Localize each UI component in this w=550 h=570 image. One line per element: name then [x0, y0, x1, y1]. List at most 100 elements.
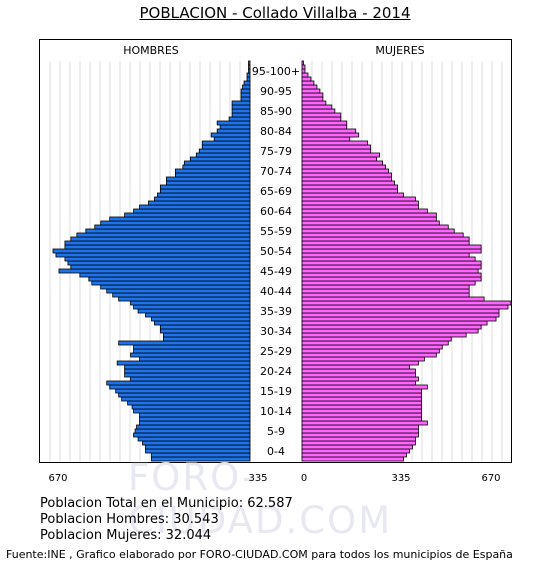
bar-mujeres — [301, 256, 476, 262]
bar-hombres — [163, 332, 251, 338]
age-label: 35-39 — [260, 305, 292, 318]
x-tick-label: 0 — [300, 473, 308, 484]
chart-title: POBLACION - Collado Villalba - 2014 — [139, 4, 411, 22]
bar-mujeres — [301, 236, 470, 242]
bar-mujeres — [301, 300, 512, 306]
bar-hombres — [242, 84, 251, 90]
bar-mujeres — [301, 84, 318, 90]
bar-mujeres — [301, 396, 422, 402]
chart-area: 0-4 5-9 10-14 15-19 20-24 25-29 30-34 35-39 40-4… — [39, 39, 512, 542]
bar-mujeres — [301, 288, 470, 294]
bar-mujeres — [301, 356, 425, 362]
age-label: 95-100+ — [252, 65, 300, 78]
bar-mujeres — [301, 296, 485, 302]
age-labels: 0-4 5-9 10-14 15-19 20-24 25-29 30-34 35-39 40-4… — [252, 65, 300, 458]
bar-mujeres — [301, 352, 437, 358]
bar-hombres — [246, 76, 251, 82]
bar-hombres — [64, 256, 251, 262]
bar-hombres — [182, 164, 251, 170]
bar-mujeres — [301, 60, 304, 66]
bar-hombres — [174, 172, 251, 178]
bar-hombres — [139, 204, 251, 210]
bar-mujeres — [301, 284, 470, 290]
bar-hombres — [130, 376, 251, 382]
stat-mujeres: Poblacion Mujeres: 32.044 — [40, 528, 212, 543]
bar-hombres — [157, 192, 251, 198]
bar-hombres — [154, 196, 251, 202]
bar-hombres — [231, 112, 251, 118]
bar-mujeres — [301, 180, 395, 186]
age-label: 15-19 — [260, 385, 292, 398]
age-label: 5-9 — [267, 425, 285, 438]
bar-hombres — [145, 312, 251, 318]
bar-mujeres — [301, 392, 422, 398]
bar-hombres — [79, 272, 251, 278]
bar-hombres — [145, 448, 251, 454]
bar-mujeres — [301, 64, 306, 70]
bar-hombres — [58, 268, 251, 274]
bar-hombres — [134, 428, 251, 434]
bar-hombres — [198, 148, 251, 154]
bar-hombres — [118, 340, 251, 346]
bar-hombres — [151, 316, 251, 322]
bar-hombres — [131, 404, 251, 410]
age-label: 10-14 — [260, 405, 292, 418]
bar-hombres — [228, 116, 251, 122]
bar-mujeres — [301, 404, 422, 410]
bar-hombres — [121, 396, 251, 402]
bar-hombres — [163, 336, 251, 342]
bar-mujeres — [301, 320, 488, 326]
hombres-bars — [52, 60, 251, 462]
bar-mujeres — [301, 340, 449, 346]
bar-mujeres — [301, 244, 482, 250]
age-label: 55-59 — [260, 225, 292, 238]
bar-mujeres — [301, 272, 482, 278]
bar-hombres — [124, 212, 251, 218]
bar-hombres — [109, 216, 251, 222]
x-tick-label: 335 — [391, 473, 411, 484]
bar-mujeres — [301, 324, 482, 330]
bar-hombres — [148, 200, 251, 206]
population-pyramid-chart: 0-4 5-9 10-14 15-19 20-24 25-29 30-34 35-39 40-4… — [49, 44, 512, 463]
bar-mujeres — [301, 440, 416, 446]
bar-mujeres — [301, 336, 452, 342]
age-label: 80-84 — [260, 125, 292, 138]
bar-mujeres — [301, 308, 500, 314]
bar-mujeres — [301, 160, 383, 166]
age-label: 85-90 — [260, 105, 292, 118]
bar-mujeres — [301, 104, 333, 110]
bar-hombres — [52, 248, 251, 254]
bar-hombres — [67, 260, 251, 266]
x-tick-label: 670 — [48, 473, 68, 484]
bar-mujeres — [301, 428, 419, 434]
bar-mujeres — [301, 148, 372, 154]
bar-hombres — [109, 384, 251, 390]
x-tick-label: 335 — [248, 473, 268, 484]
bar-hombres — [70, 236, 251, 242]
series-label-mujeres: MUJERES — [375, 44, 424, 57]
bar-hombres — [137, 308, 251, 314]
bar-mujeres — [301, 240, 470, 246]
bar-hombres — [133, 348, 251, 354]
bar-mujeres — [301, 72, 309, 78]
bar-hombres — [112, 292, 251, 298]
bar-mujeres — [301, 184, 398, 190]
bar-mujeres — [301, 432, 419, 438]
bar-hombres — [100, 284, 251, 290]
bar-mujeres — [301, 264, 482, 270]
bar-hombres — [166, 180, 251, 186]
bar-hombres — [243, 80, 251, 86]
x-tick-label: 670 — [481, 473, 501, 484]
bar-hombres — [210, 132, 251, 138]
bar-hombres — [116, 360, 251, 366]
bar-hombres — [115, 388, 251, 394]
bar-hombres — [216, 128, 251, 134]
bar-mujeres — [301, 448, 410, 454]
bar-hombres — [248, 68, 251, 74]
bar-mujeres — [301, 208, 428, 214]
bar-mujeres — [301, 416, 422, 422]
bar-hombres — [139, 416, 251, 422]
bar-mujeres — [301, 120, 348, 126]
bar-hombres — [246, 72, 251, 78]
bar-mujeres — [301, 200, 419, 206]
